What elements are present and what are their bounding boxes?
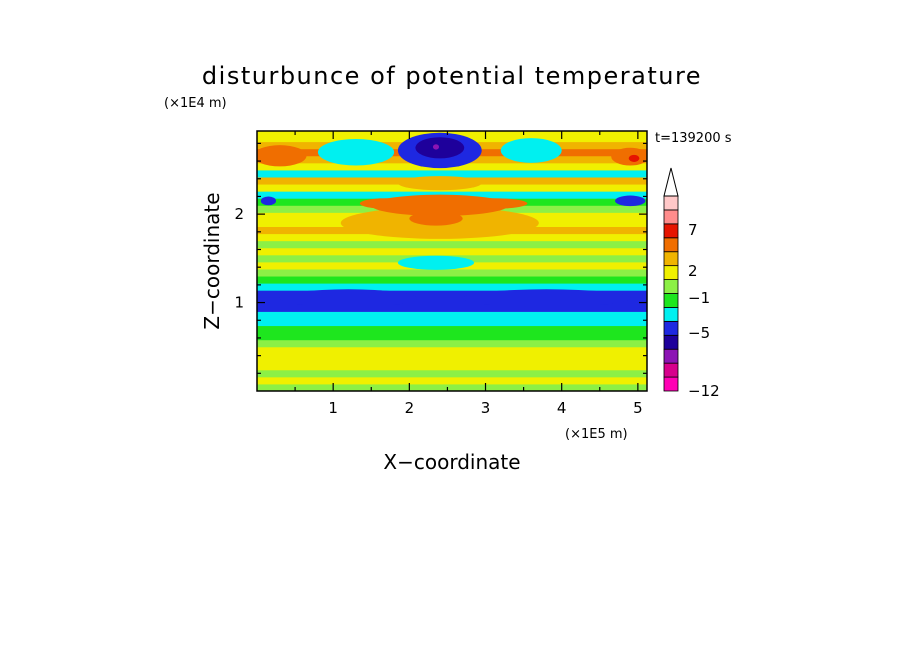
contour-band	[257, 276, 647, 284]
contour-band	[257, 332, 647, 341]
colorbar-swatch	[663, 334, 679, 350]
colorbar-swatch	[663, 362, 679, 378]
colorbar-extend-arrow	[663, 167, 679, 197]
contour-band	[257, 169, 647, 178]
colorbar-swatch	[663, 209, 679, 225]
colorbar-swatch	[663, 223, 679, 239]
contour-region	[432, 144, 440, 150]
x-axis: 1 2 3 4 5	[294, 131, 643, 417]
contour-region	[359, 198, 414, 209]
colorbar-swatch	[663, 348, 679, 364]
colorbar-swatch	[663, 279, 679, 294]
x-tick-label: 1	[328, 399, 338, 417]
contour-region	[279, 289, 417, 307]
contour-region	[397, 255, 475, 270]
contour-band	[257, 318, 647, 327]
x-tick-label: 5	[633, 399, 643, 417]
colorbar-label: 2	[688, 262, 698, 280]
colorbar-swatch	[663, 265, 679, 280]
x-axis-label: X−coordinate	[383, 450, 520, 474]
contour-region	[257, 145, 307, 167]
contour-region	[628, 154, 640, 162]
colorbar-swatch	[663, 195, 679, 211]
contour-region	[409, 211, 463, 226]
contour-region	[260, 196, 277, 206]
contour-region	[462, 289, 631, 307]
contour-region	[397, 176, 482, 191]
y-axis: 12	[234, 142, 647, 374]
contour-band	[257, 369, 647, 378]
contour-band	[257, 383, 647, 391]
x-tick-label: 2	[405, 399, 415, 417]
contour-band	[257, 247, 647, 256]
contour-region	[317, 352, 623, 368]
colorbar-swatch	[663, 237, 679, 253]
contour-fill	[257, 131, 647, 391]
contour-region	[500, 138, 562, 163]
contour-band	[257, 283, 647, 291]
contour-band	[257, 304, 647, 312]
colorbar-label: −1	[688, 289, 710, 307]
time-label: t=139200 s	[655, 131, 732, 146]
contour-band	[257, 131, 647, 136]
contour-band	[257, 311, 647, 319]
y-unit-label: (×1E4 m)	[164, 96, 227, 111]
contour-band	[257, 339, 647, 348]
contour-region	[415, 137, 465, 159]
colorbar-label: −12	[688, 382, 720, 400]
contour-region	[458, 198, 528, 209]
colorbar: 7 2 −1 −5 −12	[663, 167, 720, 400]
colorbar-swatch	[663, 376, 679, 392]
y-tick-label: 1	[234, 294, 244, 312]
colorbar-swatch	[663, 293, 679, 308]
x-unit-label: (×1E5 m)	[565, 427, 628, 442]
plot-frame	[256, 130, 648, 392]
contour-band	[257, 325, 647, 334]
contour-region	[611, 147, 647, 166]
colorbar-label: −5	[688, 324, 710, 342]
x-tick-label: 3	[481, 399, 491, 417]
contour-band	[257, 290, 647, 298]
contour-band	[257, 297, 647, 305]
contour-region	[317, 138, 395, 166]
chart-title: disturbunce of potential temperature	[202, 62, 702, 90]
contour-band	[257, 346, 647, 355]
contour-band	[257, 268, 647, 277]
contour-region	[615, 195, 646, 207]
x-tick-label: 4	[557, 399, 567, 417]
contour-band	[257, 376, 647, 385]
y-axis-label: Z−coordinate	[200, 192, 224, 329]
colorbar-label: 7	[688, 221, 698, 239]
colorbar-swatch	[663, 307, 679, 322]
colorbar-swatch	[663, 320, 679, 336]
y-tick-label: 2	[234, 205, 244, 223]
colorbar-swatch	[663, 251, 679, 267]
contour-band	[257, 240, 647, 249]
